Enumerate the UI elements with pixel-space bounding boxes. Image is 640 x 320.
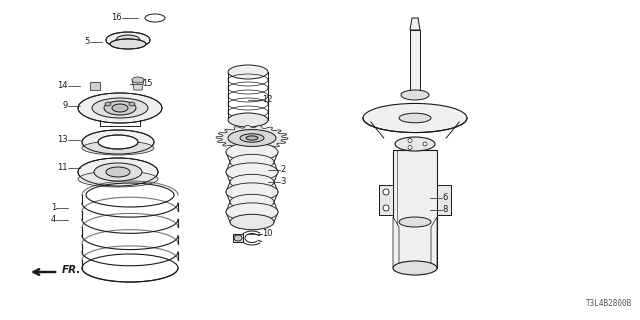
Ellipse shape (399, 217, 431, 227)
Text: 1: 1 (51, 204, 56, 212)
Bar (393, 150, 437, 268)
Ellipse shape (228, 130, 276, 147)
Ellipse shape (129, 102, 135, 106)
Ellipse shape (78, 158, 158, 186)
Bar (393, 264, 437, 272)
Polygon shape (216, 125, 288, 150)
Circle shape (383, 189, 389, 195)
Bar (233, 234, 243, 242)
Text: T3L4B2800B: T3L4B2800B (586, 299, 632, 308)
Text: 10: 10 (262, 229, 273, 238)
Ellipse shape (228, 113, 268, 127)
Text: 8: 8 (442, 205, 447, 214)
Ellipse shape (98, 135, 138, 149)
Text: 5: 5 (84, 37, 90, 46)
Text: 13: 13 (58, 135, 68, 145)
Ellipse shape (395, 137, 435, 151)
Text: FR.: FR. (62, 265, 81, 275)
Ellipse shape (363, 103, 467, 132)
Ellipse shape (110, 39, 146, 49)
Ellipse shape (82, 141, 154, 155)
Ellipse shape (92, 98, 148, 118)
Ellipse shape (226, 143, 278, 161)
Circle shape (423, 142, 427, 146)
Text: 11: 11 (58, 164, 68, 172)
Ellipse shape (106, 32, 150, 48)
Ellipse shape (78, 93, 162, 123)
Ellipse shape (105, 102, 111, 106)
Ellipse shape (234, 235, 242, 241)
Text: 2: 2 (280, 165, 285, 174)
Ellipse shape (230, 174, 274, 190)
Text: 12: 12 (262, 95, 273, 105)
Polygon shape (90, 82, 100, 90)
Polygon shape (437, 185, 451, 215)
Ellipse shape (230, 194, 274, 210)
Ellipse shape (226, 163, 278, 181)
Ellipse shape (240, 134, 264, 142)
Ellipse shape (112, 104, 128, 112)
Polygon shape (410, 18, 420, 30)
Ellipse shape (94, 163, 142, 181)
Ellipse shape (82, 130, 154, 154)
Bar (410, 30, 420, 95)
Ellipse shape (104, 101, 136, 115)
Text: 4: 4 (51, 215, 56, 225)
Ellipse shape (228, 65, 268, 79)
Ellipse shape (116, 35, 140, 45)
Polygon shape (132, 80, 144, 90)
Ellipse shape (399, 113, 431, 123)
Ellipse shape (393, 261, 437, 275)
Ellipse shape (401, 90, 429, 100)
Ellipse shape (106, 167, 130, 177)
Text: 3: 3 (280, 178, 285, 187)
Ellipse shape (246, 136, 258, 140)
Polygon shape (379, 185, 393, 215)
Text: 9: 9 (63, 101, 68, 110)
Text: 14: 14 (58, 82, 68, 91)
Ellipse shape (78, 171, 158, 187)
Text: 15: 15 (142, 79, 152, 89)
Ellipse shape (230, 214, 274, 230)
Text: 6: 6 (442, 194, 447, 203)
Polygon shape (393, 217, 399, 268)
Circle shape (383, 205, 389, 211)
Text: 16: 16 (111, 13, 122, 22)
Circle shape (408, 146, 412, 149)
Ellipse shape (226, 203, 278, 221)
Polygon shape (431, 217, 437, 268)
Circle shape (408, 139, 412, 142)
Ellipse shape (132, 77, 144, 83)
Ellipse shape (230, 154, 274, 170)
Ellipse shape (226, 183, 278, 201)
